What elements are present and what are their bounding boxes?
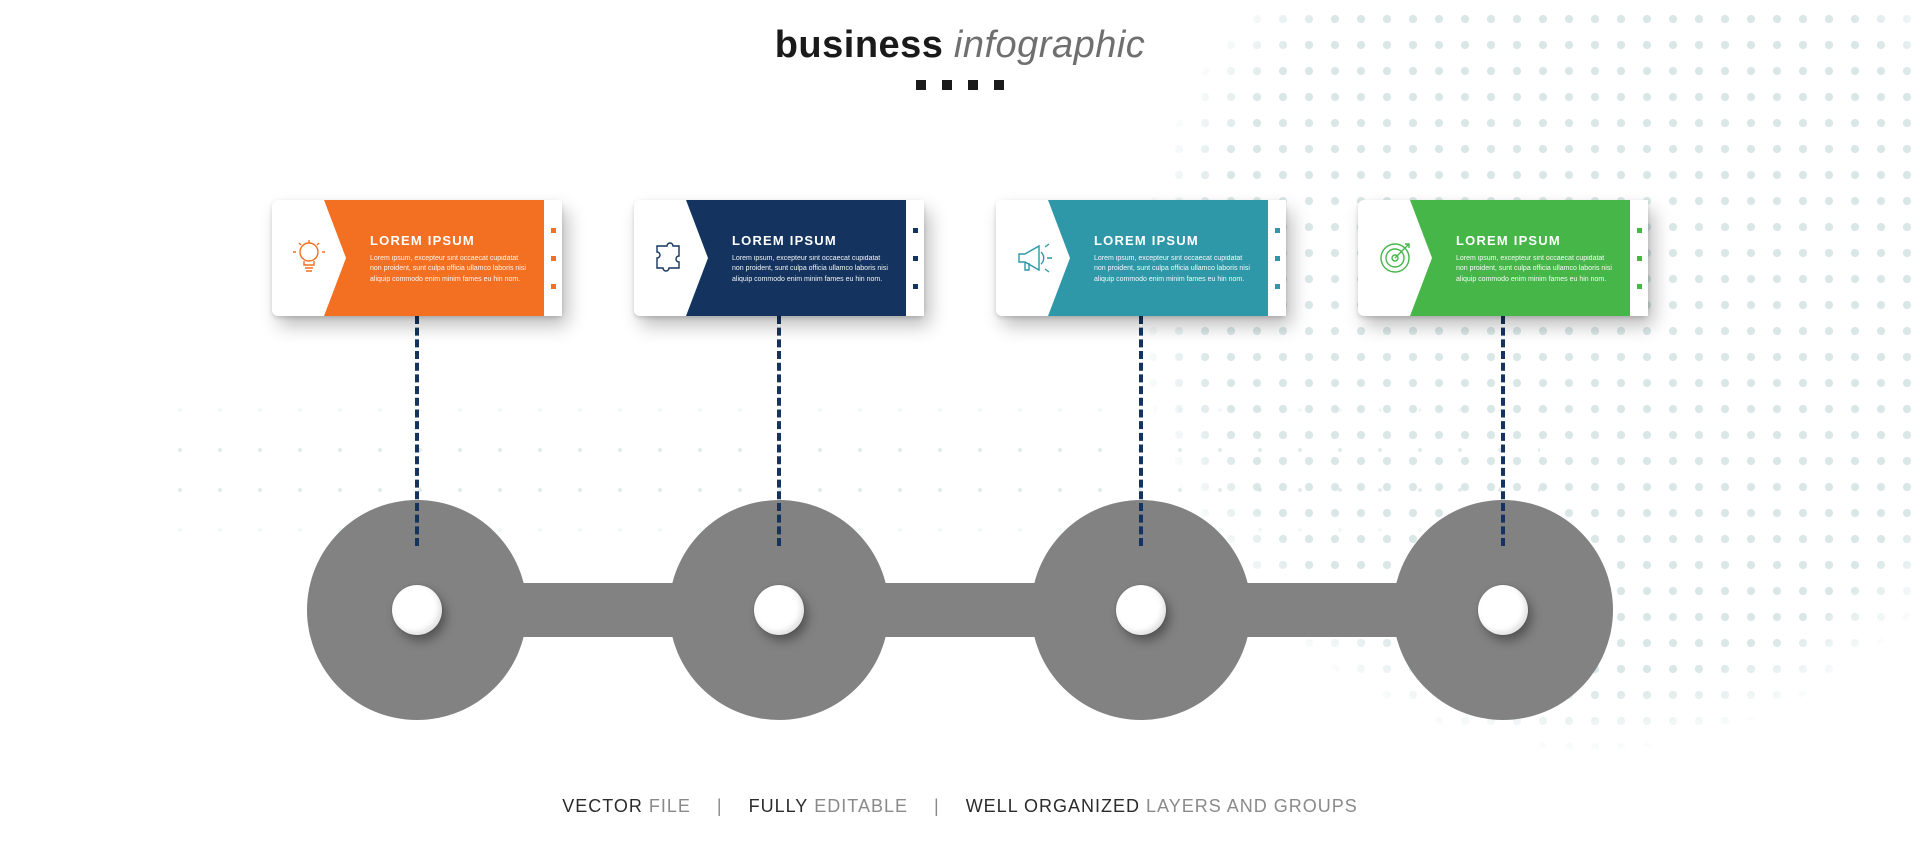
step-panel: LOREM IPSUM Lorem ipsum, excepteur sint o… bbox=[1432, 200, 1630, 316]
side-dot bbox=[1275, 228, 1280, 233]
side-dot bbox=[913, 256, 918, 261]
card-side-dots bbox=[1630, 200, 1648, 316]
footer-muted: EDITABLE bbox=[808, 796, 908, 816]
step-body: Lorem ipsum, excepteur sint occaecat cup… bbox=[732, 254, 892, 284]
side-dot bbox=[913, 284, 918, 289]
footer-muted: LAYERS AND GROUPS bbox=[1140, 796, 1358, 816]
title-marker bbox=[942, 80, 952, 90]
card-side-dots bbox=[906, 200, 924, 316]
title-marker-row bbox=[0, 77, 1920, 93]
step-heading: LOREM IPSUM bbox=[732, 233, 892, 248]
step-card-3: LOREM IPSUM Lorem ipsum, excepteur sint o… bbox=[996, 200, 1286, 316]
side-dot bbox=[551, 228, 556, 233]
step-heading: LOREM IPSUM bbox=[1456, 233, 1616, 248]
step-panel: LOREM IPSUM Lorem ipsum, excepteur sint o… bbox=[1070, 200, 1268, 316]
page-title: business infographic bbox=[0, 24, 1920, 93]
step-card-4: LOREM IPSUM Lorem ipsum, excepteur sint o… bbox=[1358, 200, 1648, 316]
step-card-2: LOREM IPSUM Lorem ipsum, excepteur sint o… bbox=[634, 200, 924, 316]
side-dot bbox=[1637, 228, 1642, 233]
chain-node-dot-4 bbox=[1478, 585, 1528, 635]
chain-svg bbox=[0, 500, 1920, 740]
step-body: Lorem ipsum, excepteur sint occaecat cup… bbox=[1456, 254, 1616, 284]
chain-node-dot-3 bbox=[1116, 585, 1166, 635]
footer-muted: FILE bbox=[643, 796, 691, 816]
title-strong: business bbox=[775, 24, 944, 66]
footer-separator: | bbox=[717, 796, 723, 816]
footer-line: VECTOR FILE | FULLY EDITABLE | WELL ORGANIZE… bbox=[0, 796, 1920, 817]
footer-separator: | bbox=[934, 796, 940, 816]
card-side-dots bbox=[544, 200, 562, 316]
footer-strong: WELL ORGANIZED bbox=[966, 796, 1140, 816]
step-body: Lorem ipsum, excepteur sint occaecat cup… bbox=[1094, 254, 1254, 284]
side-dot bbox=[551, 256, 556, 261]
title-marker bbox=[994, 80, 1004, 90]
timeline-chain bbox=[0, 500, 1920, 740]
chain-node-dot-1 bbox=[392, 585, 442, 635]
side-dot bbox=[1275, 284, 1280, 289]
card-side-dots bbox=[1268, 200, 1286, 316]
title-marker bbox=[968, 80, 978, 90]
chain-node-dot-2 bbox=[754, 585, 804, 635]
title-light: infographic bbox=[954, 24, 1145, 66]
step-heading: LOREM IPSUM bbox=[1094, 233, 1254, 248]
step-card-1: LOREM IPSUM Lorem ipsum, excepteur sint o… bbox=[272, 200, 562, 316]
side-dot bbox=[1275, 256, 1280, 261]
side-dot bbox=[1637, 256, 1642, 261]
footer-strong: FULLY bbox=[749, 796, 809, 816]
step-panel: LOREM IPSUM Lorem ipsum, excepteur sint o… bbox=[346, 200, 544, 316]
step-heading: LOREM IPSUM bbox=[370, 233, 530, 248]
title-marker bbox=[916, 80, 926, 90]
step-cards-row: LOREM IPSUM Lorem ipsum, excepteur sint o… bbox=[0, 200, 1920, 316]
side-dot bbox=[1637, 284, 1642, 289]
side-dot bbox=[913, 228, 918, 233]
footer-strong: VECTOR bbox=[562, 796, 643, 816]
step-body: Lorem ipsum, excepteur sint occaecat cup… bbox=[370, 254, 530, 284]
step-panel: LOREM IPSUM Lorem ipsum, excepteur sint o… bbox=[708, 200, 906, 316]
side-dot bbox=[551, 284, 556, 289]
